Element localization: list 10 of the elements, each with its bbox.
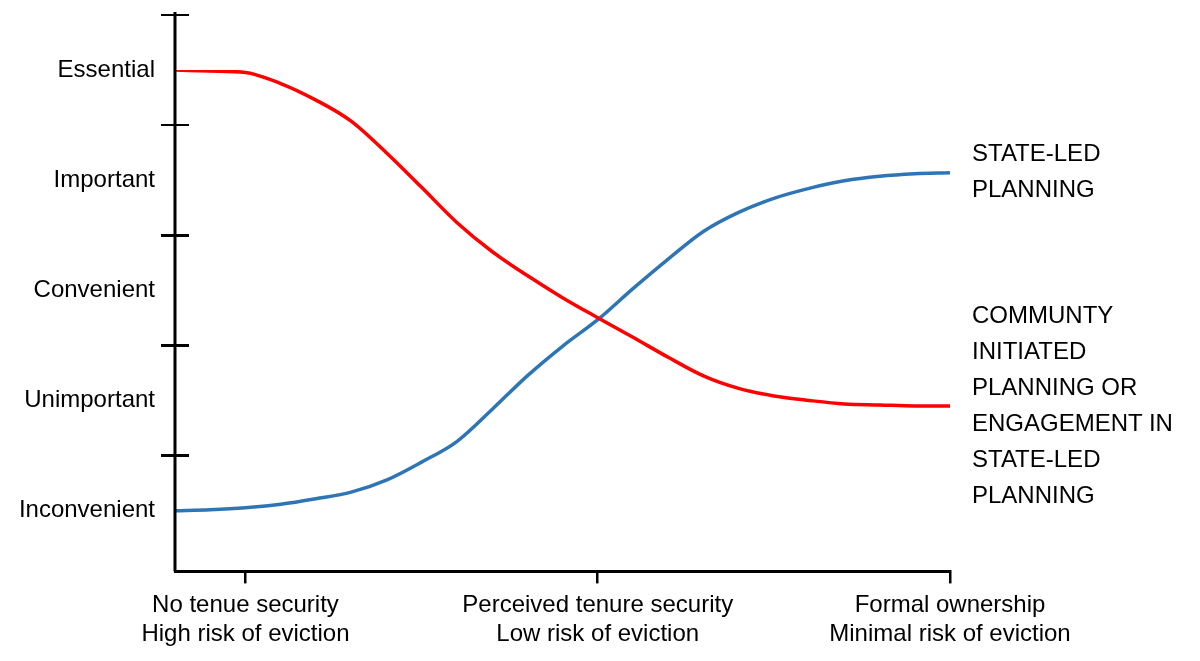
text: Convenient xyxy=(33,274,156,302)
series-label: STATE-LED PLANNING xyxy=(972,139,1101,203)
x-tick-label: Formal ownership Minimal risk of eviction xyxy=(829,590,1071,647)
text: Essential xyxy=(57,54,155,82)
text: Important xyxy=(53,164,156,192)
x-tick-label: Perceived tenure security Low risk of eviction xyxy=(462,590,734,647)
text: Unimportant xyxy=(24,385,156,413)
text: Inconvenient xyxy=(18,495,156,523)
series-label: COMMUNTY INITIATED PLANNING OR ENGAGEMENT IN STATE-LED PLANNING xyxy=(972,300,1173,508)
x-tick-label: No tenue security High risk of eviction xyxy=(141,590,350,647)
